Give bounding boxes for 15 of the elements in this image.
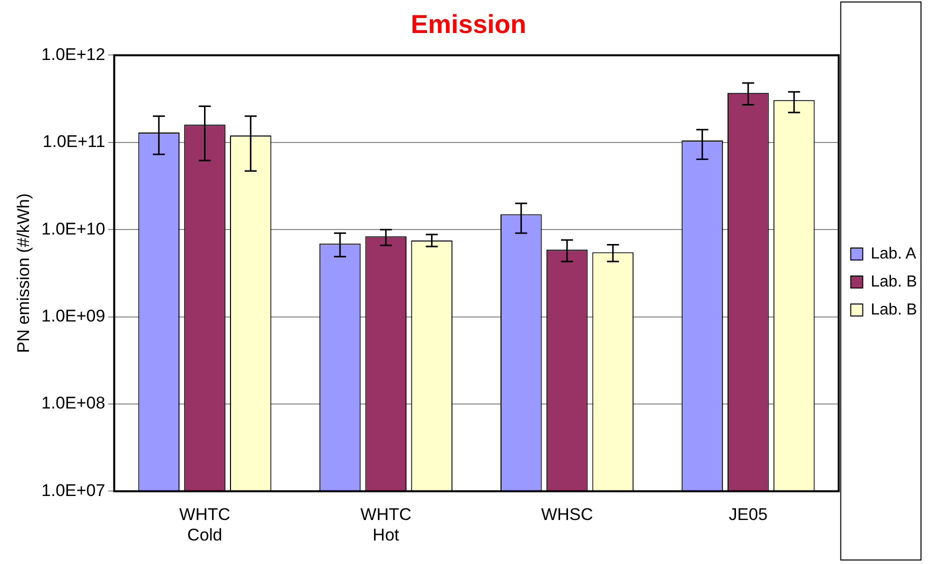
x-tick-label: JE05 bbox=[728, 505, 768, 524]
legend-label: Lab. B bbox=[870, 301, 918, 318]
legend-label: Lab. A bbox=[870, 245, 916, 262]
y-tick-label: 1.0E+11 bbox=[42, 132, 106, 152]
legend-label: Lab. B bbox=[870, 273, 918, 290]
y-axis-title: PN emission (#/kWh) bbox=[14, 193, 33, 354]
x-tick-label: WHTC Hot bbox=[360, 505, 412, 544]
y-tick-label: 1.0E+10 bbox=[41, 219, 106, 238]
chart-title: Emission bbox=[410, 8, 526, 39]
y-tick-label: 1.0E+07 bbox=[41, 480, 106, 500]
x-tick-label: WHSC bbox=[541, 505, 594, 524]
x-tick-label: WHTC Cold bbox=[179, 505, 230, 544]
y-tick-label: 1.0E+08 bbox=[41, 394, 106, 413]
y-tick-label: 1.0E+12 bbox=[41, 44, 106, 64]
y-tick-label: 1.0E+09 bbox=[41, 306, 106, 326]
